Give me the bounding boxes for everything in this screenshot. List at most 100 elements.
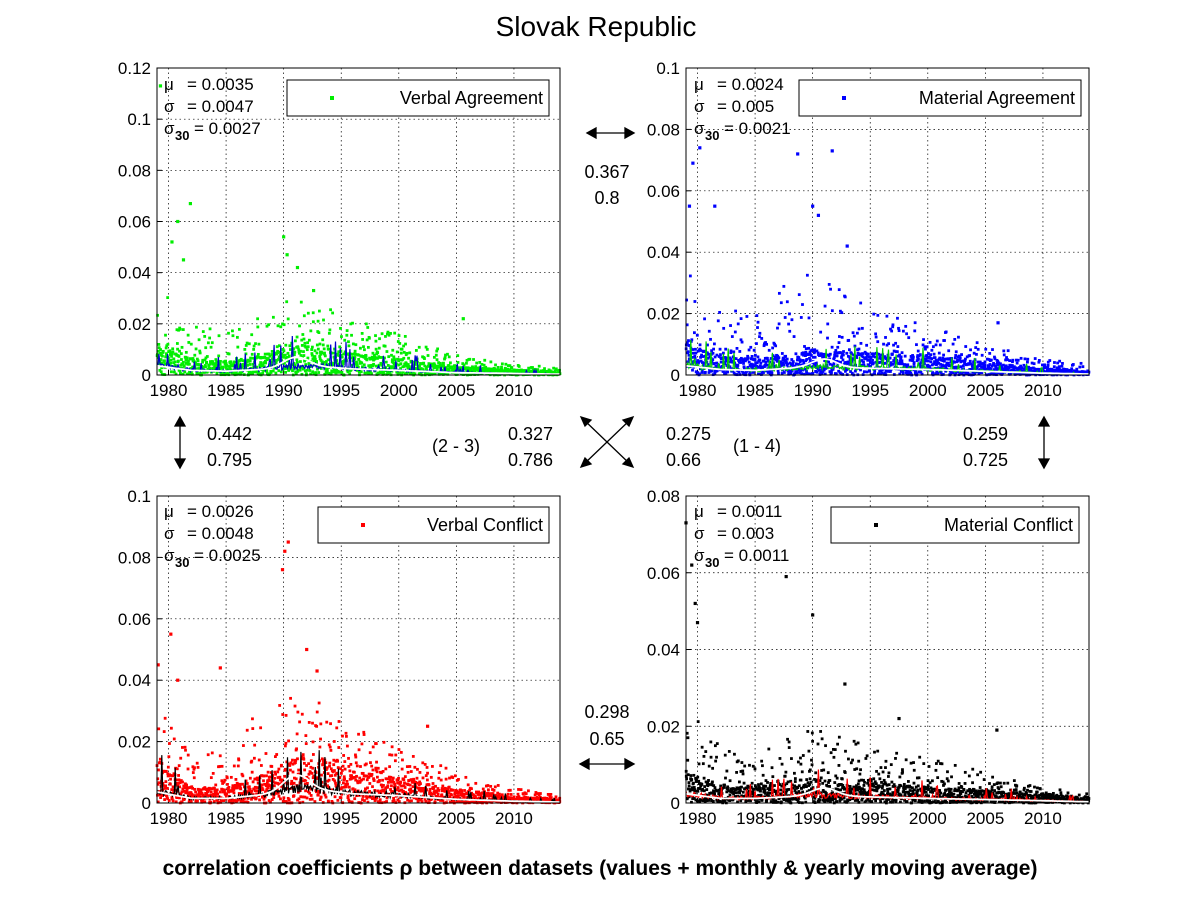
- data-point: [741, 790, 745, 794]
- data-point: [374, 334, 377, 338]
- data-point: [435, 789, 439, 793]
- data-point: [785, 300, 789, 304]
- data-point: [399, 795, 403, 799]
- data-point: [364, 354, 368, 358]
- data-point: [353, 797, 357, 801]
- data-point: [494, 363, 497, 367]
- data-point: [505, 801, 509, 804]
- data-point: [186, 767, 190, 771]
- data-point: [897, 326, 900, 330]
- data-point: [424, 800, 428, 803]
- data-point: [264, 752, 268, 755]
- data-point-outlier: [285, 253, 289, 257]
- data-point: [979, 362, 982, 365]
- data-point: [256, 355, 259, 359]
- data-point: [174, 372, 178, 376]
- data-point: [276, 351, 280, 354]
- data-point: [291, 770, 295, 774]
- data-point: [157, 781, 161, 785]
- data-point: [201, 330, 205, 333]
- data-point: [323, 354, 327, 358]
- data-point: [316, 793, 320, 796]
- data-point: [987, 365, 991, 369]
- data-point: [695, 779, 699, 783]
- data-point: [392, 366, 396, 370]
- data-point: [318, 357, 322, 361]
- data-point: [191, 771, 195, 774]
- data-point: [323, 351, 326, 355]
- data-point: [409, 372, 412, 376]
- data-point: [404, 342, 407, 346]
- x-tick-label: 1990: [794, 381, 832, 400]
- legend-marker: [361, 523, 365, 527]
- data-point: [204, 356, 208, 360]
- data-point: [694, 347, 697, 351]
- data-point: [531, 366, 534, 369]
- data-point: [753, 353, 757, 357]
- data-point: [438, 361, 442, 365]
- data-point: [378, 371, 382, 375]
- data-point: [284, 741, 288, 745]
- data-point: [219, 800, 223, 804]
- data-point: [694, 798, 698, 802]
- data-point: [408, 351, 412, 355]
- data-point: [947, 357, 951, 361]
- data-point: [275, 753, 279, 756]
- data-point: [407, 370, 411, 374]
- data-point: [971, 367, 975, 370]
- x-tick-label: 1990: [794, 809, 832, 828]
- data-point: [435, 790, 438, 794]
- data-point: [960, 353, 963, 356]
- data-point: [215, 788, 219, 792]
- axes-frame: [156, 495, 561, 804]
- data-point: [869, 356, 873, 360]
- data-point: [820, 371, 824, 375]
- data-point: [196, 793, 200, 797]
- data-point: [313, 357, 317, 361]
- data-point: [517, 788, 520, 791]
- data-point: [320, 360, 324, 364]
- data-point: [341, 764, 345, 768]
- data-point: [391, 776, 395, 780]
- data-point: [185, 788, 189, 792]
- data-point: [281, 713, 285, 716]
- data-point: [916, 349, 920, 353]
- y-tick-label: 0.06: [647, 564, 680, 583]
- data-point: [220, 764, 224, 768]
- data-point: [1006, 349, 1010, 353]
- data-point: [408, 765, 412, 768]
- data-point: [163, 798, 167, 801]
- data-point: [234, 370, 238, 374]
- data-point: [765, 342, 769, 346]
- data-point: [925, 345, 929, 349]
- data-point: [340, 771, 343, 775]
- x-tick-label: 1985: [736, 381, 774, 400]
- data-point: [915, 372, 919, 376]
- data-point: [201, 367, 205, 371]
- data-point: [453, 791, 457, 795]
- data-point: [840, 311, 844, 315]
- data-point: [268, 784, 272, 787]
- data-point: [311, 721, 314, 725]
- data-point-outlier: [176, 678, 180, 682]
- data-point: [244, 344, 248, 347]
- data-point: [750, 355, 754, 358]
- data-point: [187, 793, 190, 797]
- data-point: [466, 790, 470, 794]
- data-point: [791, 362, 795, 366]
- data-point: [703, 799, 707, 803]
- data-point: [302, 350, 305, 353]
- data-point: [465, 796, 469, 799]
- data-point: [534, 791, 538, 794]
- data-point: [332, 368, 336, 372]
- data-point: [996, 363, 1000, 367]
- data-point: [340, 355, 344, 359]
- data-point: [223, 778, 227, 782]
- data-point: [260, 783, 264, 787]
- data-point: [187, 359, 190, 363]
- data-point: [396, 798, 400, 802]
- data-point: [353, 352, 357, 356]
- data-point: [456, 794, 460, 798]
- data-point: [699, 367, 702, 371]
- data-point: [389, 780, 393, 784]
